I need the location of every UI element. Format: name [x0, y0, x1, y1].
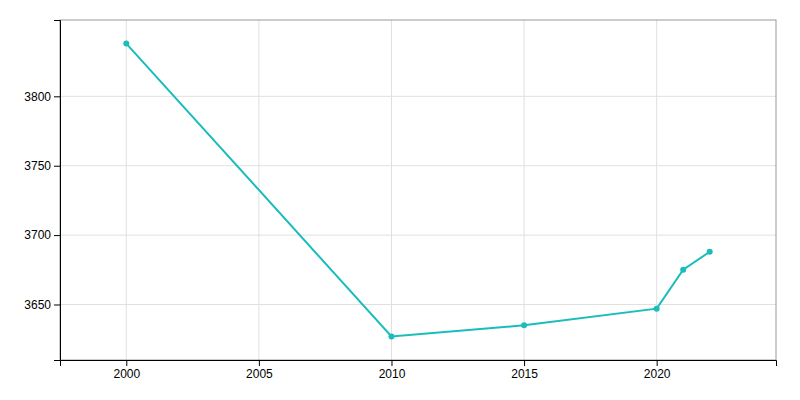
tick-mark	[126, 360, 127, 366]
tick-mark	[54, 96, 60, 97]
tick-label: 3750	[24, 159, 51, 173]
tick-label: 2020	[644, 367, 671, 381]
tick-mark	[54, 304, 60, 305]
tick: 2005	[246, 360, 273, 381]
tick-label: 3800	[24, 90, 51, 104]
tick-mark	[54, 235, 60, 236]
tick-label: 2015	[511, 367, 538, 381]
tick-label: 2005	[246, 367, 273, 381]
x-axis: 2000 2005 2010 2015 2020	[61, 360, 777, 381]
grid	[60, 20, 776, 360]
tick-label: 2010	[379, 367, 406, 381]
tick-label: 3650	[24, 298, 51, 312]
tick: 2015	[511, 360, 538, 381]
tick: 2020	[644, 360, 671, 381]
tick-mark	[657, 360, 658, 366]
grid-line-y	[60, 96, 776, 97]
tick: 3750	[24, 159, 60, 173]
grid-line-x	[524, 20, 525, 360]
axis-domain	[61, 361, 777, 367]
grid-line-x	[126, 20, 127, 360]
chart-svg: 2000 2005 2010 2015 2020 3650 3700 3750 3800	[0, 0, 800, 400]
tick-label: 2000	[113, 367, 140, 381]
point	[680, 267, 686, 273]
line	[126, 44, 709, 337]
plot-area: 2000 2005 2010 2015 2020 3650 3700 3750 3800	[24, 20, 776, 381]
tick: 3650	[24, 298, 60, 312]
axis-domain	[54, 21, 61, 361]
point	[123, 41, 129, 47]
grid-line-y	[60, 235, 776, 236]
plot-frame	[60, 20, 776, 360]
tick-mark	[54, 166, 60, 167]
tick: 3700	[24, 228, 60, 242]
y-axis: 3650 3700 3750 3800	[24, 21, 60, 361]
tick-mark	[524, 360, 525, 366]
tick-mark	[259, 360, 260, 366]
tick-mark	[391, 360, 392, 366]
grid-line-y	[60, 165, 776, 166]
point	[654, 306, 660, 312]
marks	[123, 41, 712, 340]
grid-line-y	[60, 304, 776, 305]
tick: 2010	[379, 360, 406, 381]
chart-container: 2000 2005 2010 2015 2020 3650 3700 3750 3800	[0, 0, 800, 400]
tick-label: 3700	[24, 228, 51, 242]
point	[707, 249, 713, 255]
point	[388, 333, 394, 339]
grid-line-x	[391, 20, 392, 360]
tick: 2000	[113, 360, 140, 381]
tick: 3800	[24, 90, 60, 104]
point	[521, 322, 527, 328]
